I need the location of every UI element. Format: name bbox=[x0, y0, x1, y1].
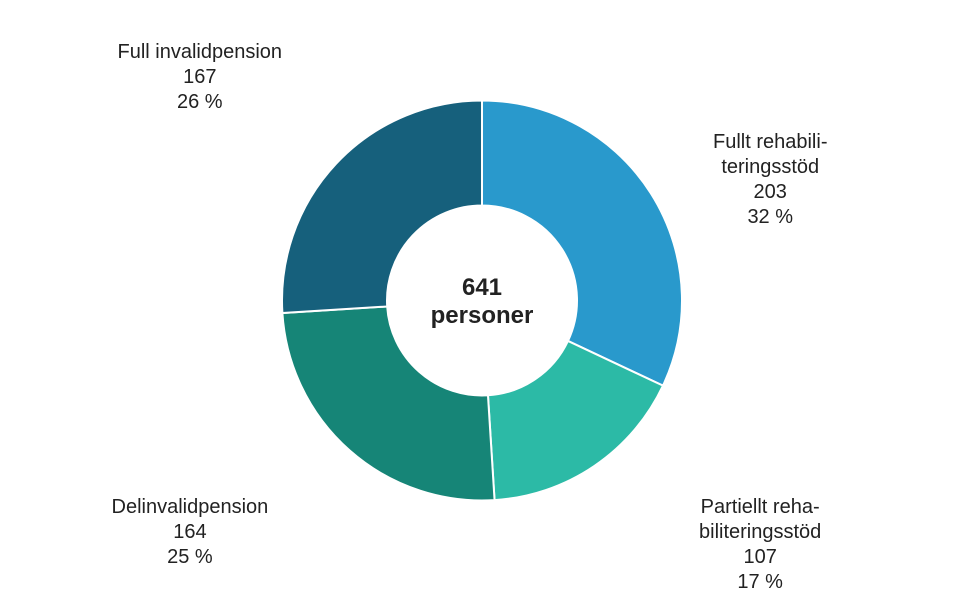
label-delinvalid: Delinvalidpension 164 25 % bbox=[112, 495, 269, 570]
center-unit: personer bbox=[431, 303, 534, 330]
center-total: 641 bbox=[462, 274, 502, 301]
slice-fullt_rehab bbox=[482, 100, 682, 385]
label-full_invalid: Full invalidpension 167 26 % bbox=[118, 40, 283, 115]
slice-delinvalid bbox=[282, 306, 494, 500]
donut-center-label: 641 personer bbox=[431, 274, 534, 332]
donut-chart: 641 personer Fullt rehabili- teringsstöd… bbox=[0, 0, 964, 605]
label-fullt_rehab: Fullt rehabili- teringsstöd 203 32 % bbox=[713, 130, 827, 230]
label-partiellt_rehab: Partiellt reha- biliteringsstöd 107 17 % bbox=[699, 495, 821, 595]
